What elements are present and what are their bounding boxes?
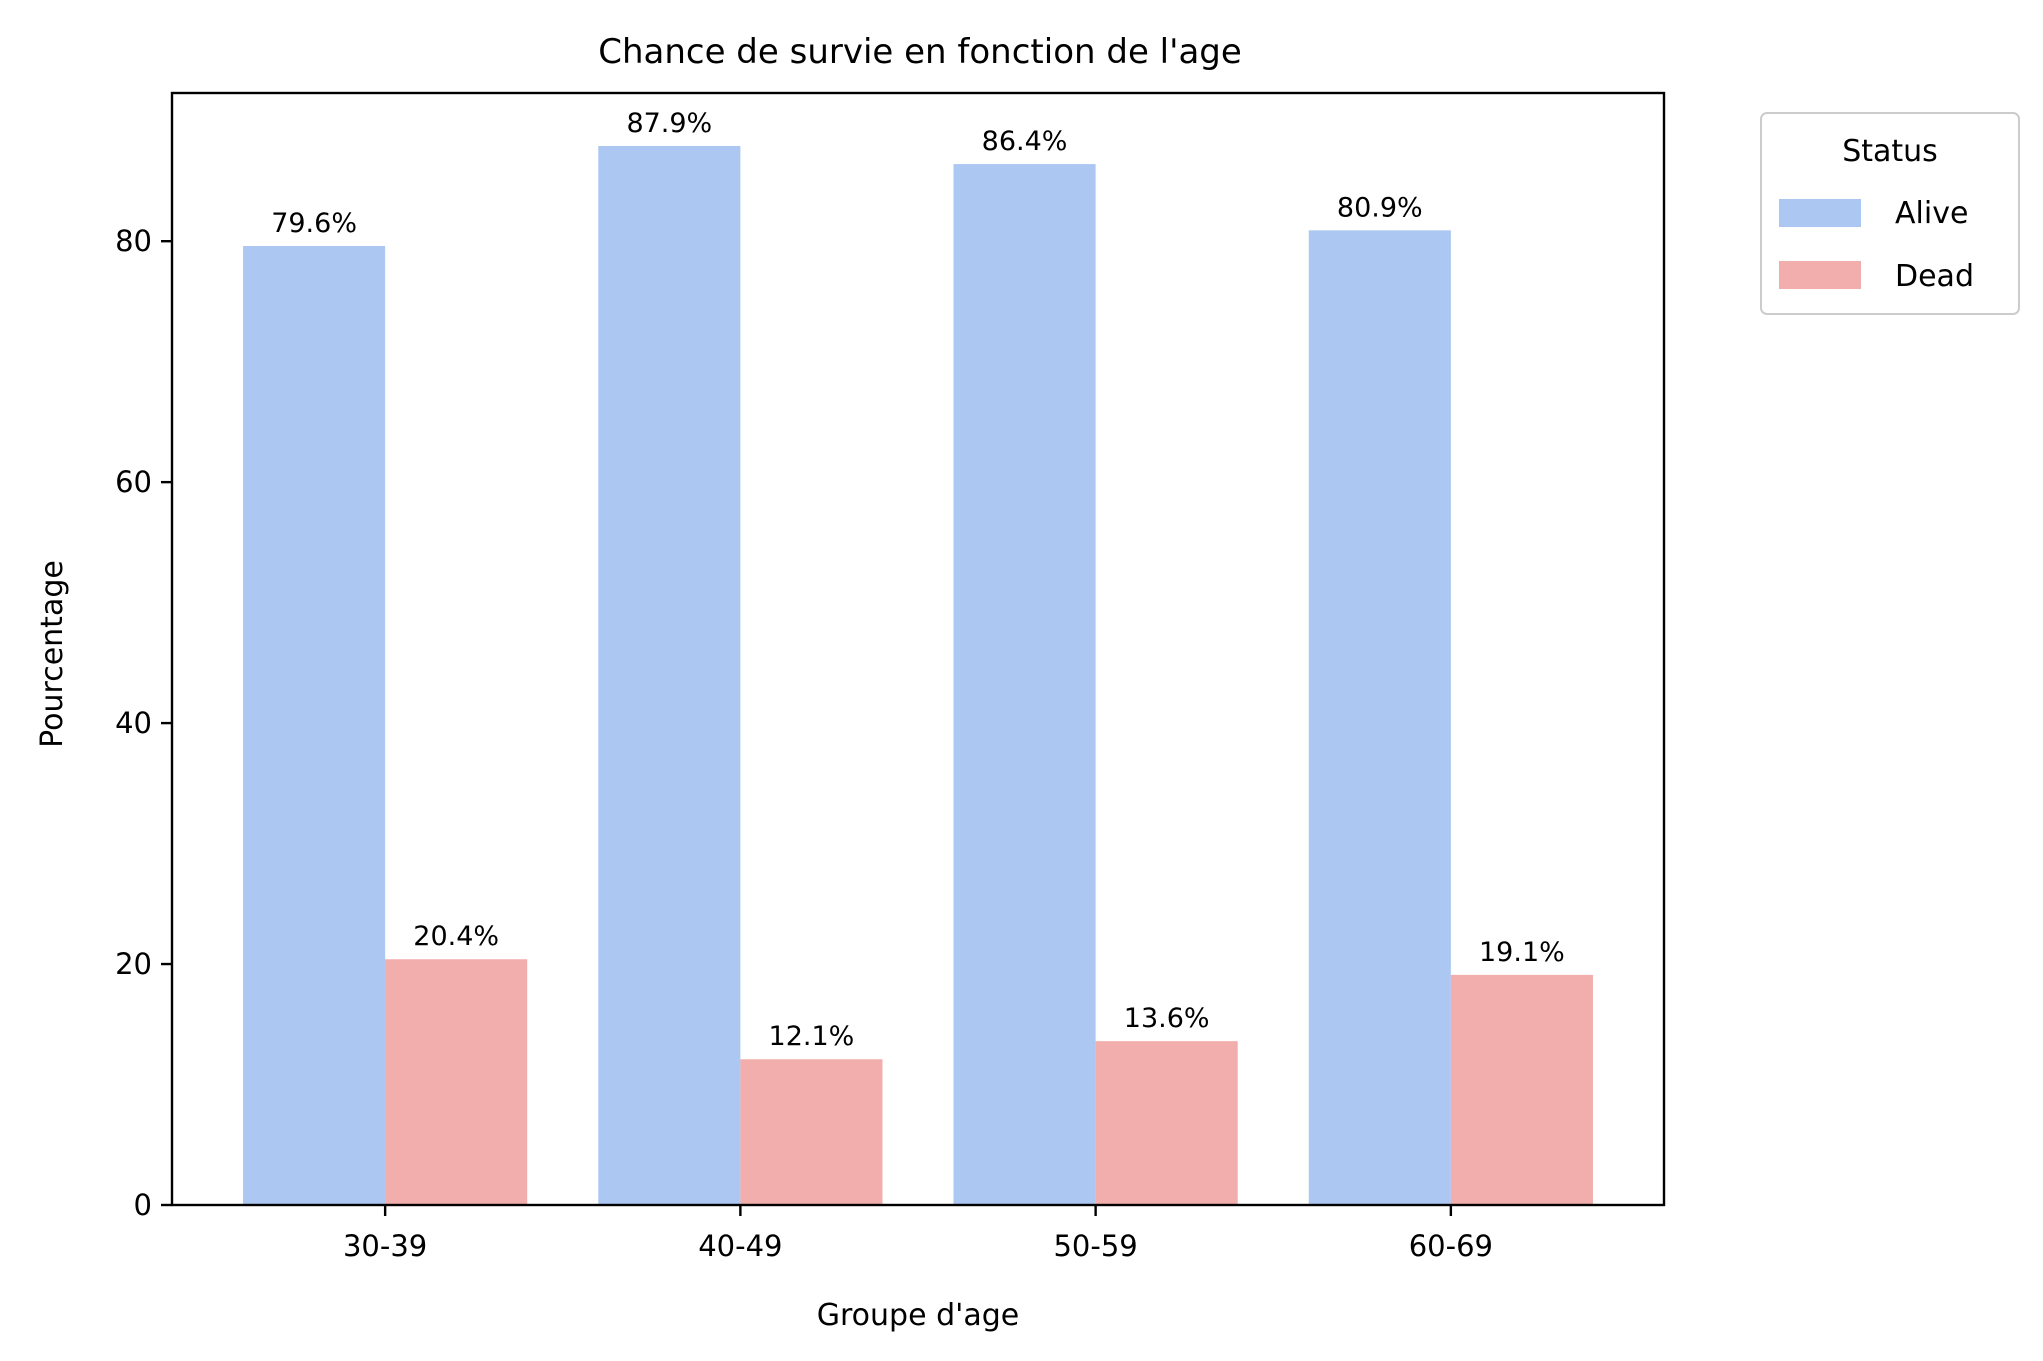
plot-frame xyxy=(170,91,1666,1207)
bar-alive-30-39 xyxy=(243,246,386,1205)
y-axis-label: Pourcentage xyxy=(35,560,70,748)
legend-swatch-alive xyxy=(1779,199,1861,227)
bar-value-label-alive-40-49: 87.9% xyxy=(626,108,712,139)
x-tick-label: 40-49 xyxy=(698,1229,782,1263)
chart-title: Chance de survie en fonction de l'age xyxy=(598,32,1242,72)
bar-dead-50-59 xyxy=(1095,1041,1238,1205)
x-axis: 30-39 40-49 50-59 60-69 xyxy=(343,1205,1493,1263)
y-tick-label: 40 xyxy=(115,706,152,740)
y-tick-label: 20 xyxy=(115,947,152,981)
x-tick-label: 60-69 xyxy=(1409,1229,1493,1263)
bar-alive-40-49 xyxy=(598,146,741,1205)
y-tick-label: 60 xyxy=(115,465,152,499)
x-tick-label: 50-59 xyxy=(1053,1229,1137,1263)
bars-group xyxy=(243,146,1593,1206)
legend: Status Alive Dead xyxy=(1760,112,2020,315)
bar-labels-group: 79.6% 87.9% 86.4% 80.9% 20.4% 12.1% 13.6% 19.1% xyxy=(271,108,1565,1052)
legend-swatch-dead xyxy=(1779,261,1861,289)
legend-label-dead: Dead xyxy=(1895,259,1974,294)
y-tick-label: 0 xyxy=(134,1188,152,1222)
x-axis-label: Groupe d'age xyxy=(817,1298,1020,1333)
bar-value-label-dead-30-39: 20.4% xyxy=(413,921,499,952)
y-axis: 0 20 40 60 80 xyxy=(115,224,172,1222)
bar-dead-40-49 xyxy=(740,1059,883,1205)
y-tick-label: 80 xyxy=(115,224,152,258)
bar-value-label-alive-60-69: 80.9% xyxy=(1337,192,1423,223)
bar-value-label-alive-50-59: 86.4% xyxy=(982,126,1068,157)
bar-value-label-dead-60-69: 19.1% xyxy=(1479,937,1565,968)
bar-alive-60-69 xyxy=(1308,230,1451,1206)
legend-title: Status xyxy=(1842,134,1938,169)
bar-value-label-dead-40-49: 12.1% xyxy=(769,1021,855,1052)
bar-alive-50-59 xyxy=(953,164,1096,1206)
bar-dead-30-39 xyxy=(385,959,528,1205)
legend-label-alive: Alive xyxy=(1895,196,1968,231)
bar-dead-60-69 xyxy=(1450,974,1593,1205)
bar-value-label-dead-50-59: 13.6% xyxy=(1124,1003,1210,1034)
bar-value-label-alive-30-39: 79.6% xyxy=(271,208,357,239)
x-tick-label: 30-39 xyxy=(343,1229,427,1263)
